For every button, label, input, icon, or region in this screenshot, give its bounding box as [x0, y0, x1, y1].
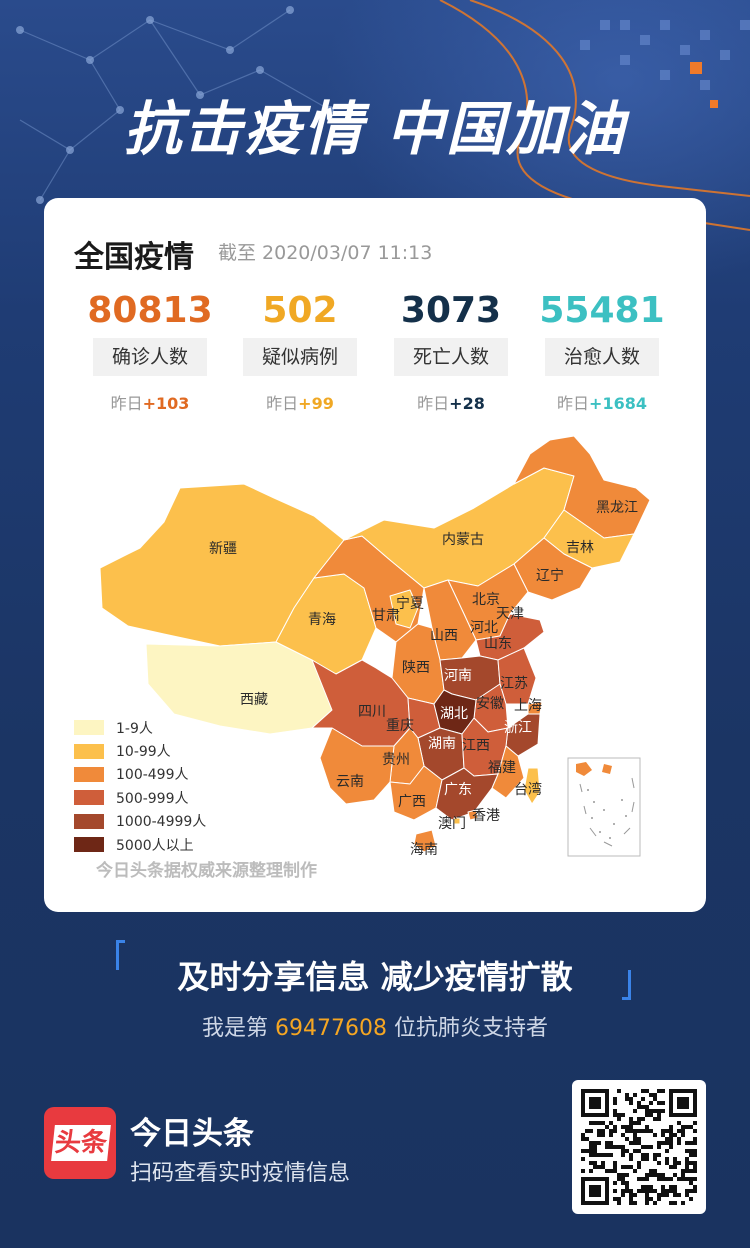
- stat-label: 治愈人数: [545, 338, 659, 376]
- stat-label: 死亡人数: [394, 338, 508, 376]
- province-label: 河北: [470, 619, 498, 635]
- province-label: 内蒙古: [442, 531, 484, 547]
- province-region[interactable]: [523, 767, 541, 805]
- province-label: 江苏: [500, 675, 528, 691]
- province-label: 浙江: [504, 719, 532, 735]
- province-label: 台湾: [514, 781, 542, 797]
- province-label: 新疆: [209, 540, 237, 556]
- stat-delta: 昨日+99: [266, 394, 334, 413]
- province-region[interactable]: [467, 809, 479, 821]
- toutiao-logo: 头条: [44, 1107, 116, 1179]
- legend-swatch: [74, 766, 104, 782]
- province-label: 山东: [484, 635, 512, 651]
- slogan: 及时分享信息 减少疫情扩散: [177, 958, 573, 996]
- province-label: 澳门: [438, 815, 466, 831]
- supporter-number: 69477608: [275, 1016, 387, 1041]
- data-source-note: 今日头条据权威来源整理制作: [96, 861, 317, 881]
- legend-label: 500-999人: [116, 790, 189, 807]
- stat-label: 疑似病例: [243, 338, 357, 376]
- app-name: 今日头条: [130, 1116, 254, 1152]
- province-label: 西藏: [240, 691, 268, 707]
- province-region[interactable]: [513, 435, 651, 539]
- province-label: 海南: [410, 841, 438, 857]
- province-label: 江西: [462, 737, 490, 753]
- legend-item: 500-999人: [74, 786, 206, 809]
- province-label: 青海: [308, 611, 336, 627]
- province-label: 云南: [336, 773, 364, 789]
- stat-value: 55481: [539, 290, 665, 331]
- page-headline: 抗击疫情 中国加油: [123, 95, 627, 163]
- legend-label: 10-99人: [116, 744, 171, 761]
- province-label: 四川: [358, 703, 386, 719]
- stat-suspected: 502 疑似病例 昨日+99: [229, 288, 371, 414]
- stat-value: 3073: [400, 290, 502, 331]
- legend-swatch: [74, 743, 104, 759]
- province-label: 贵州: [382, 751, 410, 767]
- legend-swatch: [74, 813, 104, 829]
- bracket-right-decoration: [622, 970, 631, 1000]
- card-title: 全国疫情: [74, 240, 194, 275]
- stat-confirmed: 80813 确诊人数 昨日+103: [79, 288, 221, 414]
- province-label: 山西: [430, 627, 458, 643]
- province-label: 宁夏: [396, 595, 424, 611]
- map-legend: 1-9人 10-99人 100-499人 500-999人 1000-4999人 5000…: [74, 716, 206, 856]
- legend-item: 1-9人: [74, 716, 206, 739]
- province-label: 黑龙江: [596, 499, 638, 515]
- legend-swatch: [74, 790, 104, 806]
- legend-item: 1000-4999人: [74, 810, 206, 833]
- province-label: 辽宁: [536, 567, 564, 583]
- province-label: 天津: [496, 605, 524, 621]
- epidemic-card: 全国疫情 截至 2020/03/07 11:13 80813 确诊人数 昨日+1…: [44, 198, 706, 912]
- province-label: 福建: [488, 759, 516, 775]
- stat-delta: 昨日+28: [417, 394, 485, 413]
- province-label: 广东: [444, 781, 472, 797]
- legend-item: 100-499人: [74, 763, 206, 786]
- province-label: 陕西: [402, 659, 430, 675]
- south-china-sea-inset: [567, 757, 641, 857]
- province-label: 湖北: [440, 705, 468, 721]
- legend-swatch: [74, 720, 104, 736]
- legend-label: 100-499人: [116, 767, 189, 784]
- stat-delta: 昨日+103: [110, 394, 190, 413]
- province-label: 北京: [472, 591, 500, 607]
- province-label: 吉林: [566, 539, 594, 555]
- province-region[interactable]: [319, 727, 395, 805]
- update-timestamp: 截至 2020/03/07 11:13: [218, 242, 433, 264]
- stat-deaths: 3073 死亡人数 昨日+28: [380, 288, 522, 414]
- legend-label: 1-9人: [116, 720, 153, 737]
- supporter-line: 我是第 69477608 位抗肺炎支持者: [202, 1016, 548, 1041]
- province-label: 湖南: [428, 735, 456, 751]
- stat-value: 80813: [87, 290, 213, 331]
- legend-label: 1000-4999人: [116, 814, 207, 831]
- legend-item: 10-99人: [74, 739, 206, 762]
- legend-item: 5000人以上: [74, 833, 206, 856]
- qr-code[interactable]: [572, 1080, 706, 1214]
- province-region[interactable]: [389, 589, 419, 629]
- province-label: 广西: [398, 793, 426, 809]
- stat-delta: 昨日+1684: [557, 394, 647, 413]
- stat-cured: 55481 治愈人数 昨日+1684: [531, 288, 673, 414]
- province-label: 上海: [514, 697, 542, 713]
- stat-label: 确诊人数: [93, 338, 207, 376]
- china-map[interactable]: 新疆西藏 青海 甘肃 内蒙古 黑龙江吉林辽宁宁夏 北京天津河北山西山东陕西 河南江苏上海安徽…: [44, 428, 706, 898]
- province-label: 重庆: [386, 717, 414, 733]
- province-label: 甘肃: [372, 607, 400, 623]
- province-label: 安徽: [476, 695, 504, 711]
- province-region[interactable]: [513, 537, 593, 601]
- province-label: 河南: [444, 667, 472, 683]
- legend-label: 5000人以上: [116, 837, 194, 854]
- legend-swatch: [74, 837, 104, 853]
- stat-value: 502: [262, 290, 338, 331]
- app-subtitle: 扫码查看实时疫情信息: [130, 1161, 351, 1186]
- province-region[interactable]: [453, 817, 461, 825]
- province-region[interactable]: [413, 829, 437, 853]
- province-label: 香港: [472, 807, 500, 823]
- bracket-left-decoration: [116, 940, 125, 970]
- province-region[interactable]: [435, 767, 499, 821]
